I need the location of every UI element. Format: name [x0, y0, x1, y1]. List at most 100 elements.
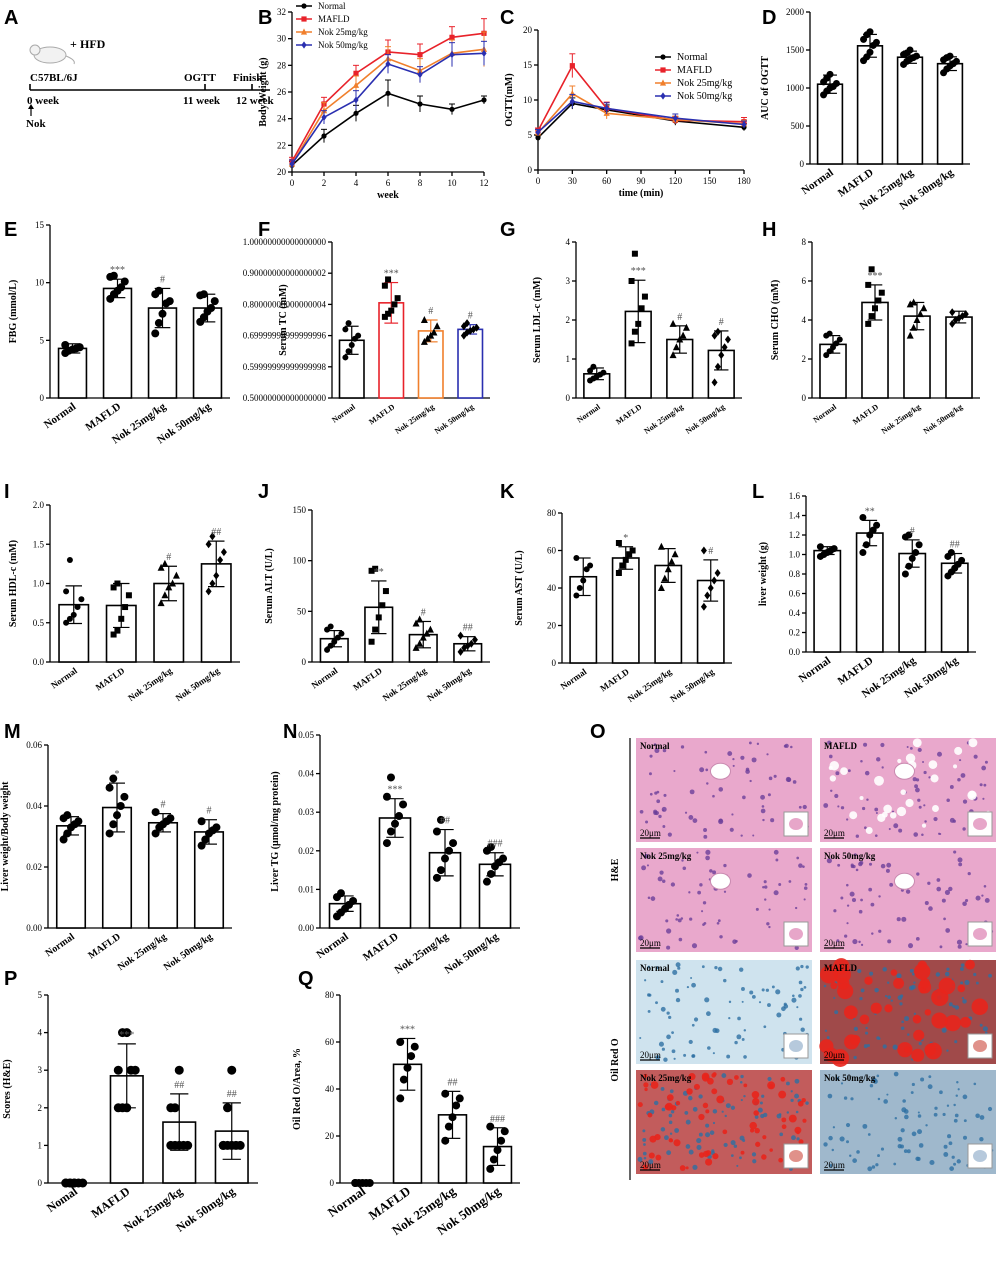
y-tick-label: 4 — [802, 315, 807, 325]
nucleus-dot — [982, 1026, 988, 1032]
nucleus-dot — [957, 944, 962, 949]
bar — [856, 45, 884, 165]
nucleus-dot — [767, 793, 771, 797]
data-point — [573, 555, 580, 561]
mouse-icon — [29, 44, 75, 65]
nucleus-dot — [712, 1121, 716, 1125]
category-label: Normal — [330, 402, 357, 425]
data-point — [486, 1122, 495, 1131]
nucleus-dot — [731, 813, 734, 816]
data-point — [324, 646, 331, 653]
data-point — [235, 1140, 245, 1150]
nucleus-dot — [732, 757, 735, 761]
nucleus-dot — [655, 1055, 661, 1060]
vacuole — [865, 827, 873, 834]
series-point — [535, 128, 541, 136]
nucleus-dot — [741, 1000, 744, 1003]
legend-label: Nok 25mg/kg — [318, 27, 368, 37]
y-tick-label: 6 — [802, 276, 807, 286]
lipid-droplet — [698, 1113, 705, 1121]
nucleus-dot — [666, 1034, 671, 1040]
lipid-droplet — [778, 1090, 787, 1099]
data-point — [199, 313, 208, 322]
nucleus-dot — [922, 760, 925, 763]
nucleus-dot — [832, 1126, 836, 1129]
x-tick-label: 8 — [418, 178, 423, 188]
nucleus-dot — [705, 849, 711, 855]
nucleus-dot — [800, 1027, 805, 1032]
lipid-droplet — [769, 1148, 773, 1152]
nucleus-dot — [893, 1162, 897, 1166]
y-tick-label: 10 — [35, 278, 45, 288]
data-point — [213, 571, 220, 580]
nucleus-dot — [875, 1163, 879, 1167]
thumbnail-section — [973, 928, 987, 940]
nucleus-dot — [751, 994, 756, 999]
series-point — [353, 96, 359, 104]
nucleus-dot — [823, 984, 827, 988]
data-point — [412, 643, 420, 651]
nucleus-dot — [794, 1078, 800, 1084]
nucleus-dot — [775, 858, 779, 862]
data-point — [473, 323, 480, 332]
nucleus-dot — [877, 1154, 880, 1158]
nucleus-dot — [960, 963, 965, 967]
nucleus-dot — [904, 1016, 910, 1022]
nucleus-dot — [835, 771, 840, 776]
y-tick-label: 0 — [38, 1178, 43, 1188]
nucleus-dot — [948, 886, 953, 892]
category-label: MAFLD — [83, 401, 123, 434]
y-tick-label: 3 — [566, 276, 571, 286]
micrograph-image — [820, 1070, 996, 1174]
nucleus-dot — [712, 794, 715, 798]
nucleus-dot — [638, 935, 643, 941]
nucleus-dot — [766, 922, 770, 926]
nucleus-dot — [936, 886, 942, 892]
nucleus-dot — [685, 1119, 691, 1125]
nucleus-dot — [853, 1026, 859, 1031]
nucleus-dot — [662, 879, 666, 883]
nucleus-dot — [908, 943, 914, 949]
nucleus-dot — [954, 1040, 958, 1044]
nucleus-dot — [828, 754, 833, 759]
scale-bar-label: 20μm — [640, 1050, 661, 1060]
micrograph-tile: Nok 25mg/kg 20μm — [636, 848, 812, 952]
micrograph-image — [636, 738, 812, 842]
nucleus-dot — [723, 1142, 728, 1148]
nucleus-dot — [660, 1087, 665, 1091]
nucleus-dot — [672, 969, 678, 975]
data-point — [449, 839, 458, 848]
nucleus-dot — [732, 764, 735, 767]
nucleus-dot — [928, 776, 931, 779]
nucleus-dot — [941, 898, 946, 903]
nucleus-dot — [890, 999, 894, 1002]
nucleus-dot — [906, 745, 909, 748]
data-point — [157, 563, 165, 571]
series-point — [417, 101, 423, 107]
y-tick-label: 0 — [330, 1178, 335, 1188]
y-tick-label: 4 — [38, 1028, 43, 1038]
nucleus-dot — [858, 940, 861, 944]
nucleus-dot — [959, 759, 962, 762]
nucleus-dot — [855, 834, 859, 838]
nucleus-dot — [924, 901, 929, 906]
data-point — [836, 336, 843, 343]
nucleus-dot — [886, 981, 890, 984]
lipid-droplet — [701, 1072, 710, 1081]
nucleus-dot — [792, 994, 795, 998]
nucleus-dot — [939, 1090, 943, 1095]
nucleus-dot — [880, 863, 886, 869]
nucleus-dot — [901, 1107, 907, 1113]
nucleus-dot — [655, 1001, 658, 1005]
bar — [102, 287, 133, 399]
nucleus-dot — [917, 747, 922, 753]
data-point — [628, 340, 635, 347]
thumbnail-inset — [967, 811, 993, 837]
legend-marker — [301, 41, 307, 49]
nucleus-dot — [681, 859, 684, 862]
nucleus-dot — [933, 816, 938, 822]
y-tick-label: 1.6 — [789, 491, 801, 501]
nucleus-dot — [882, 1044, 887, 1049]
